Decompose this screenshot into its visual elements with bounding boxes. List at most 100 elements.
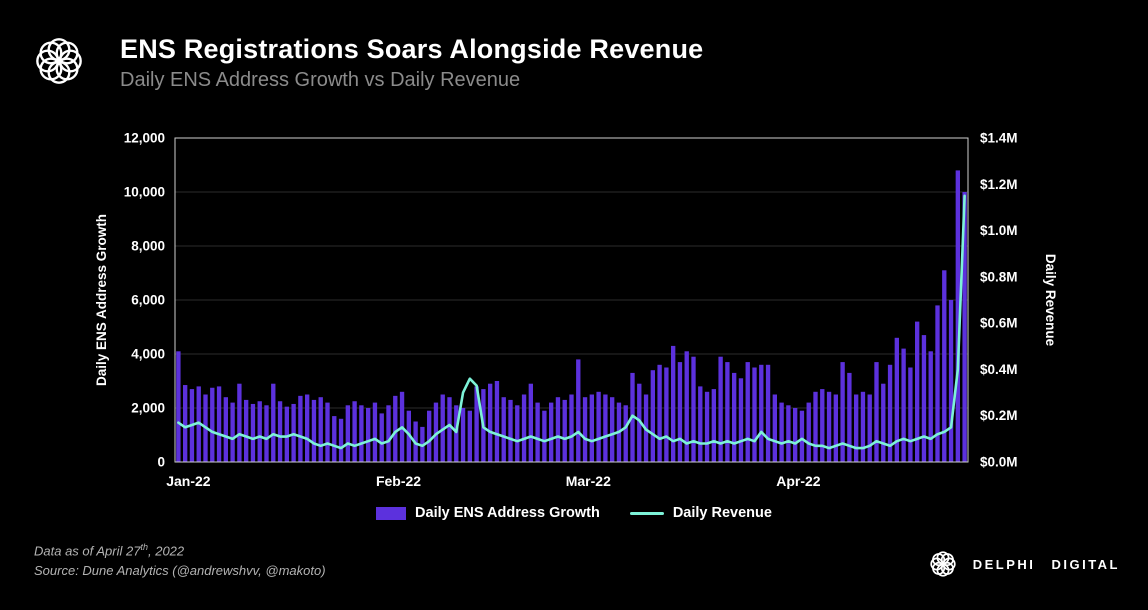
bar bbox=[528, 383, 533, 462]
legend: Daily ENS Address Growth Daily Revenue bbox=[0, 505, 1148, 521]
bar bbox=[474, 386, 479, 462]
bar bbox=[820, 389, 825, 462]
bar bbox=[427, 410, 432, 462]
bar bbox=[332, 416, 337, 462]
bar bbox=[176, 351, 181, 462]
bar bbox=[542, 410, 547, 462]
bar bbox=[806, 402, 811, 462]
bar bbox=[508, 399, 513, 462]
bar bbox=[298, 395, 303, 462]
bar bbox=[447, 397, 452, 462]
bar bbox=[948, 300, 954, 462]
data-as-of-note: Data as of April 27th, 2022 bbox=[34, 542, 185, 559]
bar bbox=[610, 397, 615, 462]
x-tick-label: Mar-22 bbox=[566, 473, 611, 489]
bar bbox=[366, 408, 371, 462]
bar bbox=[942, 270, 947, 462]
bar bbox=[915, 321, 920, 462]
bar bbox=[257, 401, 262, 462]
daily-revenue-line bbox=[177, 194, 966, 450]
bar bbox=[433, 402, 439, 462]
bar bbox=[881, 383, 886, 462]
bars-daily-ens-address-growth bbox=[176, 170, 967, 462]
bar bbox=[840, 362, 845, 462]
brand-lockup: DELPHI DIGITAL bbox=[925, 546, 1120, 582]
left-tick-label: 6,000 bbox=[131, 293, 165, 308]
bar bbox=[596, 391, 601, 462]
bar bbox=[711, 389, 716, 462]
bar bbox=[887, 364, 893, 462]
plot-border bbox=[174, 137, 969, 463]
bar bbox=[264, 405, 269, 462]
bar bbox=[677, 362, 683, 462]
axis-tick-labels: 0 2,000 4,000 6,000 8,000 10,000 12,000 $0.0M $0… bbox=[124, 131, 1018, 490]
bar bbox=[867, 394, 872, 462]
bar bbox=[345, 405, 350, 462]
bar bbox=[772, 394, 777, 462]
bar bbox=[657, 364, 662, 462]
bar bbox=[738, 378, 744, 462]
bar bbox=[637, 383, 642, 462]
bar bbox=[664, 367, 669, 462]
right-tick-label: $0.2M bbox=[980, 408, 1018, 423]
bar bbox=[860, 391, 866, 462]
left-tick-label: 4,000 bbox=[131, 347, 165, 362]
bar bbox=[569, 394, 574, 462]
bar bbox=[793, 408, 798, 462]
bar bbox=[250, 403, 256, 462]
x-tick-label: Jan-22 bbox=[166, 473, 211, 489]
bar bbox=[684, 351, 689, 462]
right-tick-label: $0.8M bbox=[980, 269, 1018, 284]
bar bbox=[379, 413, 384, 462]
bar bbox=[908, 367, 913, 462]
bar bbox=[752, 367, 757, 462]
bar bbox=[223, 397, 228, 462]
page-subtitle: Daily ENS Address Growth vs Daily Revenu… bbox=[120, 69, 521, 91]
bar bbox=[467, 410, 472, 462]
bar bbox=[921, 335, 927, 462]
delphi-knot-logo-small bbox=[930, 551, 956, 577]
legend-label-revenue: Daily Revenue bbox=[672, 505, 772, 521]
bar bbox=[216, 386, 222, 462]
bar bbox=[854, 394, 859, 462]
bar bbox=[928, 351, 933, 462]
bar bbox=[962, 192, 967, 462]
bar bbox=[311, 399, 317, 462]
bar bbox=[454, 405, 459, 462]
legend-label-ens-growth: Daily ENS Address Growth bbox=[415, 505, 600, 521]
bar bbox=[488, 383, 493, 462]
bar bbox=[671, 345, 676, 462]
bar bbox=[745, 362, 750, 462]
bar bbox=[833, 394, 838, 462]
line-swatch bbox=[629, 511, 664, 515]
legend-item-ens-growth: Daily ENS Address Growth bbox=[376, 505, 600, 521]
x-tick-label: Apr-22 bbox=[776, 473, 821, 489]
bar bbox=[874, 362, 879, 462]
bar bbox=[826, 391, 832, 462]
source-note: Source: Dune Analytics (@andrewshvv, @ma… bbox=[34, 562, 326, 578]
bar bbox=[786, 405, 791, 462]
bar bbox=[352, 401, 357, 462]
bar bbox=[318, 397, 323, 462]
bar bbox=[271, 383, 276, 462]
bar bbox=[603, 394, 608, 462]
bar bbox=[521, 394, 527, 462]
right-tick-label: $0.6M bbox=[980, 316, 1018, 331]
bar bbox=[515, 405, 520, 462]
bar bbox=[589, 394, 594, 462]
bar bbox=[244, 399, 249, 462]
right-tick-label: $1.2M bbox=[980, 177, 1018, 192]
bar bbox=[386, 405, 391, 462]
bar bbox=[813, 391, 818, 462]
bar bbox=[576, 359, 581, 462]
bar bbox=[935, 305, 940, 462]
bar-swatch bbox=[376, 506, 407, 520]
bar bbox=[725, 362, 730, 462]
page-title: ENS Registrations Soars Alongside Revenu… bbox=[120, 34, 704, 64]
bar bbox=[759, 364, 764, 462]
bar bbox=[562, 399, 567, 462]
bar bbox=[535, 402, 540, 462]
bar bbox=[549, 402, 554, 462]
